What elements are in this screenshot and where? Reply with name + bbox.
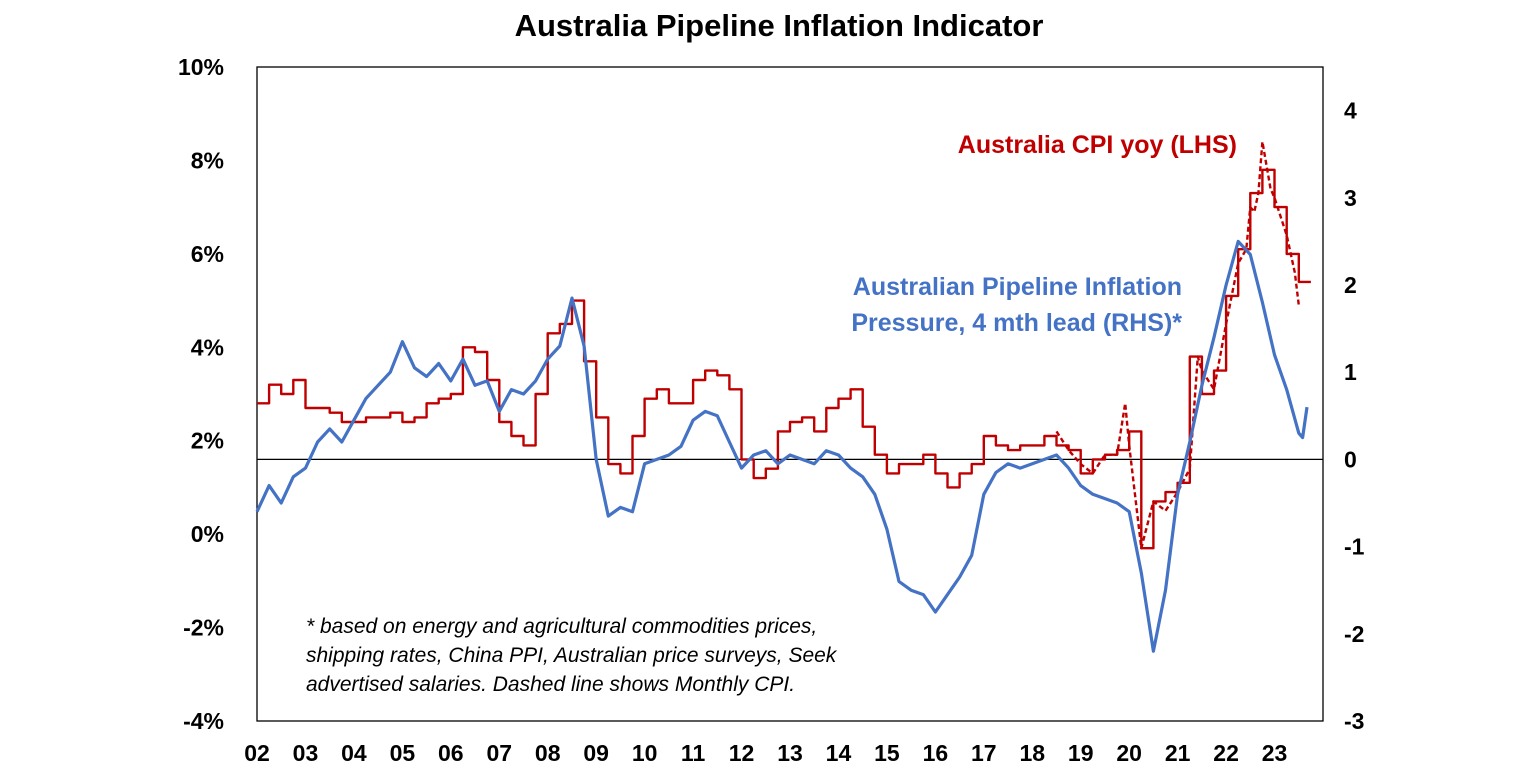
cpi-monthly-dashed-line (1055, 140, 1300, 550)
y-left-tick-label: 6% (191, 241, 224, 267)
plot-area-frame (256, 66, 1324, 722)
x-tick-label: 20 (1116, 740, 1142, 766)
x-tick-label: 11 (681, 740, 706, 766)
x-tick-label: 07 (486, 740, 512, 766)
pipeline-series-label-line2: Pressure, 4 mth lead (RHS)* (851, 309, 1182, 337)
x-axis: 02 03 04 05 06 07 08 09 10 11 12 13 14 15 16 17 18 19 20 21… (244, 740, 1287, 766)
y-left-tick-label: 2% (191, 428, 224, 454)
footnote-line-1: * based on energy and agricultural commo… (306, 615, 817, 638)
x-tick-label: 12 (729, 740, 755, 766)
y-left-tick-label: -2% (183, 615, 224, 641)
x-tick-label: 08 (535, 740, 561, 766)
cpi-series-label: Australia CPI yoy (LHS) (958, 131, 1237, 159)
y-right-tick-label: 3 (1344, 185, 1357, 211)
x-tick-label: 02 (244, 740, 270, 766)
cpi-quarterly-line (257, 168, 1311, 550)
series-layer (255, 140, 1311, 653)
chart-title: Australia Pipeline Inflation Indicator (515, 8, 1044, 43)
x-tick-label: 19 (1068, 740, 1094, 766)
y-left-tick-label: 10% (178, 54, 224, 80)
pipeline-pressure-line (255, 239, 1309, 653)
x-tick-label: 13 (777, 740, 803, 766)
x-tick-label: 10 (632, 740, 658, 766)
x-tick-label: 17 (971, 740, 997, 766)
y-right-tick-label: 2 (1344, 272, 1357, 298)
x-tick-label: 15 (874, 740, 900, 766)
footnote-line-3: advertised salaries. Dashed line shows M… (306, 673, 795, 696)
x-tick-label: 04 (341, 740, 367, 766)
y-right-tick-label: -1 (1344, 534, 1365, 560)
y-axis-left: 10% 8% 6% 4% 2% 0% -2% -4% (178, 54, 224, 734)
y-left-tick-label: -4% (183, 708, 224, 734)
y-left-tick-label: 8% (191, 147, 224, 173)
y-axis-right: 4 3 2 1 0 -1 -2 -3 (1344, 98, 1365, 734)
x-tick-label: 03 (293, 740, 319, 766)
x-tick-label: 22 (1213, 740, 1239, 766)
pipeline-series-label-line1: Australian Pipeline Inflation (853, 273, 1182, 301)
x-tick-label: 05 (390, 740, 416, 766)
x-tick-label: 16 (923, 740, 949, 766)
y-right-tick-label: -3 (1344, 708, 1364, 734)
y-right-tick-label: 4 (1344, 98, 1357, 124)
y-right-tick-label: 0 (1344, 446, 1357, 472)
y-right-tick-label: 1 (1344, 359, 1357, 385)
x-tick-label: 14 (826, 740, 852, 766)
y-left-tick-label: 4% (191, 334, 224, 360)
x-tick-label: 23 (1262, 740, 1288, 766)
x-tick-label: 18 (1019, 740, 1045, 766)
x-tick-label: 09 (583, 740, 609, 766)
footnote-line-2: shipping rates, China PPI, Australian pr… (306, 644, 838, 667)
y-right-tick-label: -2 (1344, 621, 1364, 647)
y-left-tick-label: 0% (191, 521, 224, 547)
x-tick-label: 06 (438, 740, 464, 766)
x-tick-label: 21 (1165, 740, 1191, 766)
